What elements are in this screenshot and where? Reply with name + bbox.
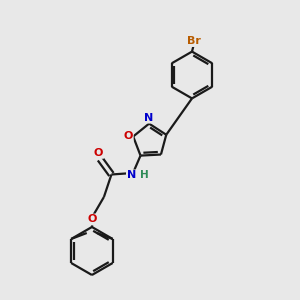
Text: N: N	[144, 112, 153, 123]
Text: Br: Br	[187, 36, 200, 46]
Text: H: H	[140, 170, 149, 180]
Text: O: O	[87, 214, 97, 224]
Text: O: O	[123, 131, 133, 142]
Text: N: N	[127, 170, 136, 180]
Text: O: O	[94, 148, 103, 158]
